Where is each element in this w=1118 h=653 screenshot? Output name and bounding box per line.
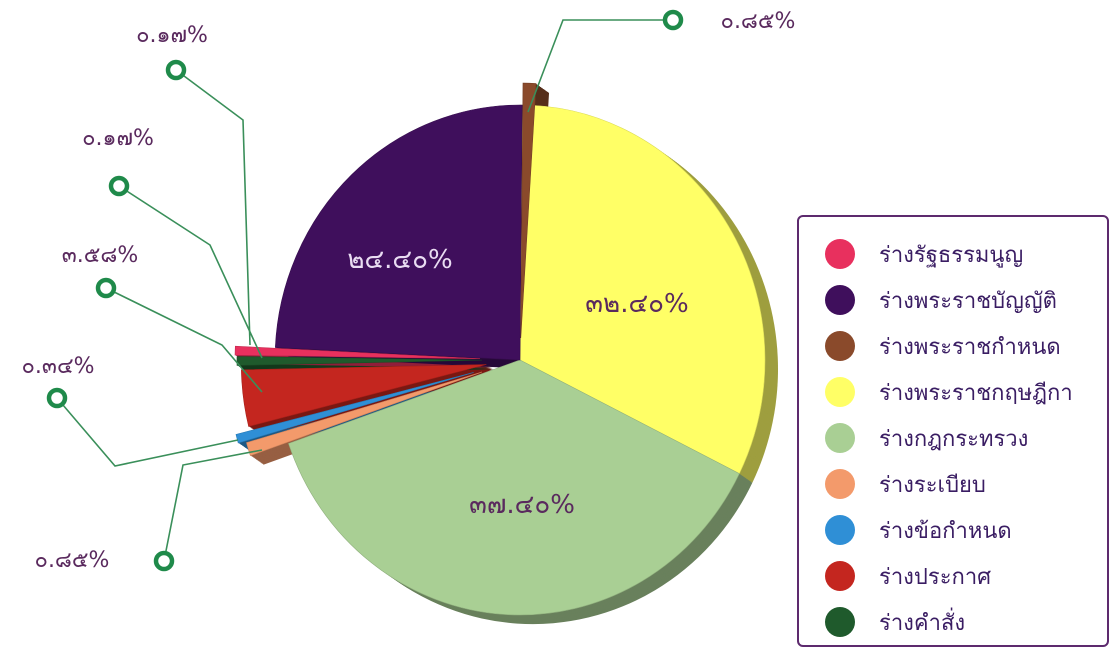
legend-label: ร่างข้อกำหนด	[879, 518, 1012, 544]
callout-label-5: ๐.๘๕%	[35, 548, 110, 573]
callout-line-5	[163, 449, 263, 562]
callout-line-8	[118, 185, 263, 359]
slice-3	[519, 104, 766, 475]
legend-swatch	[825, 377, 855, 407]
legend-label: ร่างประกาศ	[879, 564, 992, 590]
slice-5	[246, 371, 482, 457]
legend-label: ร่างพระราชกำหนด	[879, 334, 1061, 360]
callout-line-0	[175, 69, 251, 346]
slice-1	[274, 104, 523, 361]
callout-line-7	[105, 287, 263, 393]
legend-swatch	[825, 607, 855, 637]
legend-swatch	[825, 423, 855, 453]
slice-0	[234, 345, 481, 360]
callout-line-6	[56, 397, 239, 467]
callout-marker-5	[153, 550, 175, 572]
legend-label: ร่างคำสั่ง	[879, 610, 966, 636]
legend-label: ร่างกฎกระทรวง	[879, 426, 1029, 452]
callout-marker-7	[95, 277, 117, 299]
slice-6	[235, 372, 474, 444]
slice-layer	[234, 82, 766, 616]
legend-label: ร่างพระราชกฤษฎีกา	[879, 380, 1073, 406]
callout-label-0: ๐.๑๗%	[136, 23, 208, 48]
legend-item-6: ร่างข้อกำหนด	[825, 507, 1107, 553]
callout-label-8: ๐.๑๗%	[82, 126, 154, 151]
callout-line-2	[527, 19, 673, 113]
slice-7	[241, 364, 487, 427]
legend-swatch	[825, 331, 855, 361]
legend-item-2: ร่างพระราชกำหนด	[825, 323, 1107, 369]
legend-item-4: ร่างกฎกระทรวง	[825, 415, 1107, 461]
callout-label-7: ๓.๕๘%	[62, 243, 139, 268]
legend-swatch	[825, 515, 855, 545]
legend-item-3: ร่างพระราชกฤษฎีกา	[825, 369, 1107, 415]
legend-swatch	[825, 561, 855, 591]
callout-marker-2	[662, 9, 684, 31]
slice-value-label-3: ๓๒.๔๐%	[585, 289, 688, 319]
slice-value-label-4: ๓๗.๔๐%	[469, 490, 575, 520]
slice-8	[236, 356, 483, 366]
legend-item-8: ร่างคำสั่ง	[825, 599, 1107, 645]
callout-layer	[46, 9, 684, 572]
legend-item-1: ร่างพระราชบัญญัติ	[825, 277, 1107, 323]
callout-marker-8	[108, 175, 130, 197]
legend-swatch	[825, 239, 855, 269]
slice-value-label-1: ๒๔.๔๐%	[347, 245, 452, 275]
callout-marker-6	[46, 387, 68, 409]
legend-label: ร่างรัฐธรรมนูญ	[879, 242, 1024, 268]
chart-legend: ร่างรัฐธรรมนูญร่างพระราชบัญญัติร่างพระรา…	[797, 215, 1109, 647]
callout-label-2: ๐.๘๕%	[721, 9, 796, 34]
label-layer: ๒๔.๔๐% ๓๒.๔๐% ๓๗.๔๐% ๐.๑๗% ๐.๘๕% ๐.๘๕% ๐.๓๔% ๓.…	[21, 9, 795, 573]
legend-label: ร่างพระราชบัญญัติ	[879, 288, 1057, 314]
callout-label-6: ๐.๓๔%	[21, 354, 94, 379]
callout-marker-0	[165, 59, 187, 81]
legend-item-5: ร่างระเบียบ	[825, 461, 1107, 507]
legend-item-0: ร่างรัฐธรรมนูญ	[825, 231, 1107, 277]
slice-4	[288, 359, 740, 616]
legend-item-7: ร่างประกาศ	[825, 553, 1107, 599]
legend-label: ร่างระเบียบ	[879, 472, 986, 498]
legend-swatch	[825, 285, 855, 315]
legend-swatch	[825, 469, 855, 499]
slice-2	[520, 82, 537, 339]
